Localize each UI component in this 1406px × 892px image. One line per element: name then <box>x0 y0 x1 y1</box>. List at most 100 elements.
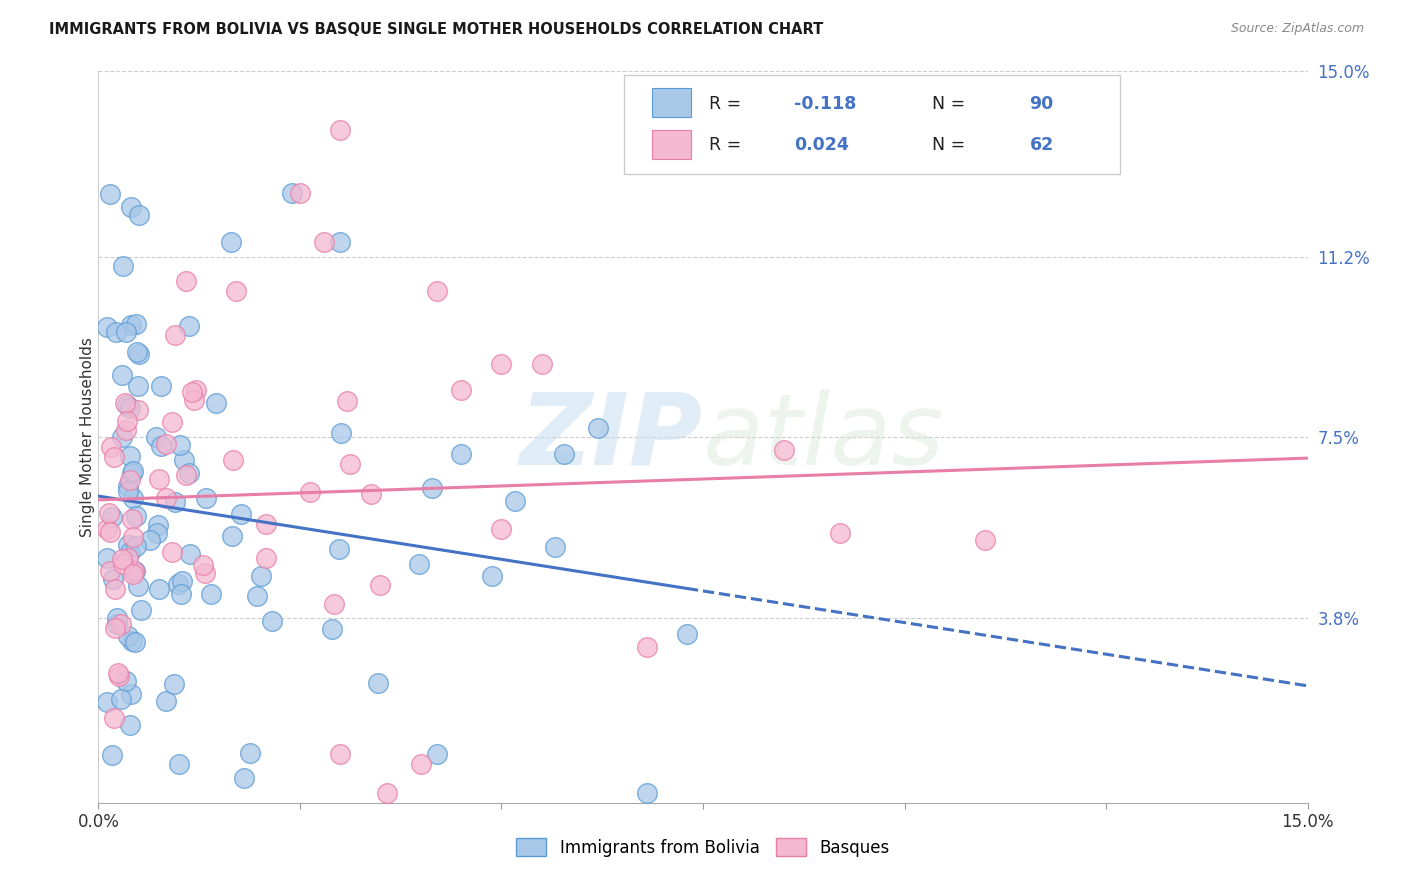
Point <box>450 446 472 460</box>
Point <box>128 347 150 361</box>
Point <box>127 402 149 417</box>
Point <box>186 383 208 397</box>
Point <box>329 123 352 137</box>
Point <box>96 695 118 709</box>
Point <box>117 479 139 493</box>
Point <box>118 449 141 463</box>
Point <box>149 439 172 453</box>
Point <box>232 772 254 786</box>
Text: 90: 90 <box>1029 95 1053 113</box>
Text: IMMIGRANTS FROM BOLIVIA VS BASQUE SINGLE MOTHER HOUSEHOLDS CORRELATION CHART: IMMIGRANTS FROM BOLIVIA VS BASQUE SINGLE… <box>49 22 824 37</box>
Point <box>368 578 391 592</box>
Y-axis label: Single Mother Households: Single Mother Households <box>80 337 94 537</box>
Point <box>586 421 609 435</box>
Text: atlas: atlas <box>703 389 945 485</box>
Point <box>105 617 128 632</box>
Text: N =: N = <box>921 95 970 113</box>
Point <box>118 401 141 415</box>
Point <box>225 284 247 298</box>
Point <box>120 687 142 701</box>
Point <box>360 487 382 501</box>
Point <box>174 274 197 288</box>
Point <box>131 603 153 617</box>
Point <box>450 384 472 398</box>
Point <box>118 545 141 559</box>
Point <box>96 550 118 565</box>
Point <box>148 472 170 486</box>
Point <box>167 756 190 771</box>
Point <box>553 448 575 462</box>
Point <box>974 533 997 547</box>
Point <box>110 430 132 444</box>
Point <box>181 385 204 400</box>
Point <box>176 468 198 483</box>
Point <box>163 328 186 343</box>
Point <box>120 200 142 214</box>
Point <box>195 491 218 505</box>
Point <box>314 235 336 249</box>
Point <box>127 579 149 593</box>
Point <box>503 494 526 508</box>
Point <box>117 538 139 552</box>
Point <box>148 582 170 596</box>
Point <box>636 640 658 654</box>
Point <box>115 398 138 412</box>
Point <box>194 566 217 580</box>
Point <box>121 491 143 505</box>
Point <box>155 491 177 506</box>
Point <box>128 208 150 222</box>
Point <box>155 694 177 708</box>
Point <box>111 557 134 571</box>
Point <box>98 564 121 578</box>
Point <box>408 558 430 572</box>
Point <box>117 629 139 643</box>
Text: -0.118: -0.118 <box>793 95 856 113</box>
Point <box>103 450 125 464</box>
Point <box>219 235 242 249</box>
Point <box>118 718 141 732</box>
Point <box>179 547 201 561</box>
Point <box>200 587 222 601</box>
Point <box>124 539 146 553</box>
Point <box>328 542 350 557</box>
Point <box>98 524 121 539</box>
Point <box>262 614 284 628</box>
Point <box>636 786 658 800</box>
Point <box>183 392 205 407</box>
Point <box>103 621 125 635</box>
Text: R =: R = <box>709 95 747 113</box>
Text: R =: R = <box>709 136 747 153</box>
Point <box>170 587 193 601</box>
FancyBboxPatch shape <box>624 75 1121 174</box>
Point <box>426 747 449 761</box>
Point <box>299 484 322 499</box>
Point <box>146 517 169 532</box>
Point <box>101 748 124 763</box>
Point <box>120 473 142 487</box>
Point <box>229 507 252 521</box>
Point <box>177 466 200 480</box>
Point <box>676 627 699 641</box>
Point <box>103 711 125 725</box>
Point <box>121 634 143 648</box>
Text: 62: 62 <box>1029 136 1053 153</box>
Point <box>281 186 304 201</box>
Point <box>96 320 118 334</box>
Point <box>115 413 138 427</box>
Point <box>114 396 136 410</box>
Point <box>125 317 148 331</box>
Point <box>239 746 262 760</box>
Point <box>367 675 389 690</box>
Point <box>122 530 145 544</box>
Point <box>160 415 183 429</box>
Text: N =: N = <box>921 136 970 153</box>
FancyBboxPatch shape <box>652 130 690 159</box>
Point <box>117 550 139 565</box>
Point <box>124 564 146 578</box>
Point <box>117 483 139 498</box>
Point <box>544 540 567 554</box>
Point <box>105 326 128 340</box>
Point <box>105 611 128 625</box>
Point <box>330 426 353 441</box>
Point <box>121 467 143 481</box>
